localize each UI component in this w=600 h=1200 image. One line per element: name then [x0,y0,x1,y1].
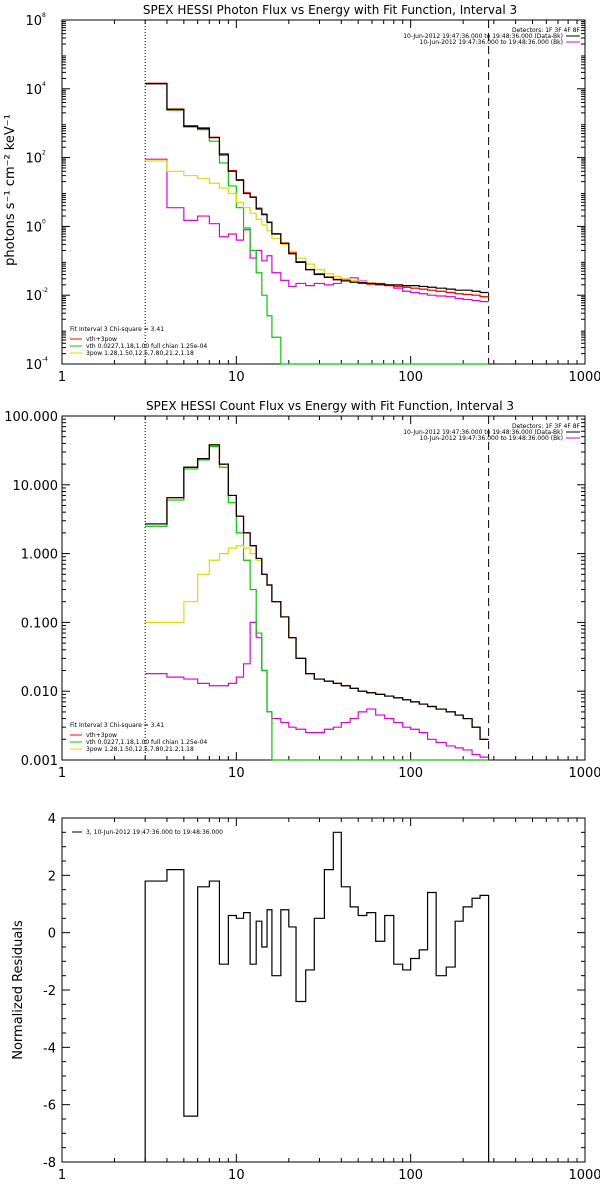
photon-legend-pow: 3pow 1.28,1.50,12.5,7.80,21.2,1.18 [86,350,194,357]
count-detectors: Detectors: 1F 3F 4F 8F [512,423,581,430]
x-tick-label-0: 100 [398,370,423,385]
count-series-vth [145,445,489,761]
photon-y-tick-exp: 0 [42,218,46,225]
resid-y-tick-label: 2 [48,869,56,884]
x-tick-label-1: 100 [398,766,423,781]
photon-y-tick-label: 10 [25,152,42,167]
count-y-tick-label: 100.000 [4,410,58,425]
photon-y-tick-exp: 8 [42,12,46,19]
resid-y-tick-label: -6 [43,1099,56,1114]
resid-y-tick-label: -2 [43,984,56,999]
resid-y-tick-label: -8 [43,1156,56,1171]
photon-y-tick-label: 10 [25,289,42,304]
photon-y-tick-label: 10 [25,14,42,29]
resid-panel: Normalized Residuals 3, 10-Jun-2012 19:4… [11,817,586,1163]
count-legend-pow: 3pow 1.28,1.50,12.5,7.80,21.2,1.18 [86,746,194,753]
count-y-tick-label: 0.100 [21,616,58,631]
count-panel: SPEX HESSI Count Flux vs Energy with Fit… [61,399,586,761]
count-legend-vth: vth 0.0227,1.18,1.00 full chian 1.25e-04 [86,739,207,746]
resid-y-tick-label: 0 [48,927,56,942]
count-title: SPEX HESSI Count Flux vs Energy with Fit… [146,399,514,413]
x-tick-label-0: 1000 [568,370,600,385]
photon-legend-vth: vth 0.0227,1.18,1.00 full chian 1.25e-04 [86,343,207,350]
count-time2: 10-Jun-2012 19:47:36.000 to 19:48:36.000… [420,435,563,442]
resid-ylabel: Normalized Residuals [11,920,26,1060]
resid-legend: 3, 10-Jun-2012 19:47:36.000 to 19:48:36.… [86,829,223,836]
x-tick-label-1: 1000 [568,766,600,781]
count-y-tick-label: 0.001 [21,754,58,769]
photon-y-tick-label: 10 [25,220,42,235]
count-series-vth-3pow [145,444,489,740]
photon-y-tick-exp: 4 [42,81,46,88]
photon-series-bk [145,158,489,303]
count-y-tick-label: 0.010 [21,685,58,700]
count-legend-fit: vth+3pow [86,732,117,739]
x-tick-label-2: 1000 [568,1168,600,1183]
count-time1: 10-Jun-2012 19:47:36.000 to 19:48:36.000… [403,429,563,436]
photon-time1: 10-Jun-2012 19:47:36.000 to 19:48:36.000… [403,33,563,40]
x-tick-label-2: 100 [398,1168,423,1183]
photon-detectors: Detectors: 1F 3F 4F 8F [512,27,581,34]
photon-panel: SPEX HESSI Photon Flux vs Energy with Fi… [3,3,586,365]
resid-axes-frame [61,817,586,1163]
count-series-bk [145,621,489,758]
photon-y-tick-label: 10 [25,358,42,373]
x-tick-label-0: 10 [228,370,245,385]
photon-legend-fit: vth+3pow [86,336,117,343]
photon-series-vth-3pow [145,82,489,298]
x-tick-label-2: 1 [58,1168,66,1183]
photon-y-tick-label: 10 [25,83,42,98]
x-tick-label-1: 10 [228,766,245,781]
photon-legend-title: Fit Interval 3 Chi-square = 3.41 [70,326,164,333]
photon-time2: 10-Jun-2012 19:47:36.000 to 19:48:36.000… [420,39,563,46]
photon-y-tick-exp: -2 [42,287,48,294]
count-y-tick-label: 10.000 [13,479,59,494]
count-series-data-bk [145,444,489,740]
photon-series-3pow [145,160,489,298]
photon-ylabel: photons s⁻¹ cm⁻² keV⁻¹ [3,114,18,266]
photon-y-tick-exp: 2 [42,150,46,157]
x-tick-label-2: 10 [228,1168,245,1183]
x-tick-label-0: 1 [58,370,66,385]
resid-y-tick-label: -4 [43,1041,56,1056]
x-tick-label-1: 1 [58,766,66,781]
photon-title: SPEX HESSI Photon Flux vs Energy with Fi… [143,3,517,17]
photon-series-vth [145,83,489,365]
count-y-tick-label: 1.000 [21,548,58,563]
resid-series [144,831,490,1162]
count-legend-title: Fit Interval 3 Chi-square = 3.41 [70,722,164,729]
photon-axes-frame [61,19,586,365]
photon-series-data-bk [145,83,489,294]
photon-y-tick-exp: -4 [42,356,48,363]
resid-y-tick-label: 4 [48,812,56,827]
count-series-3pow [145,545,489,740]
count-axes-frame [61,415,586,761]
